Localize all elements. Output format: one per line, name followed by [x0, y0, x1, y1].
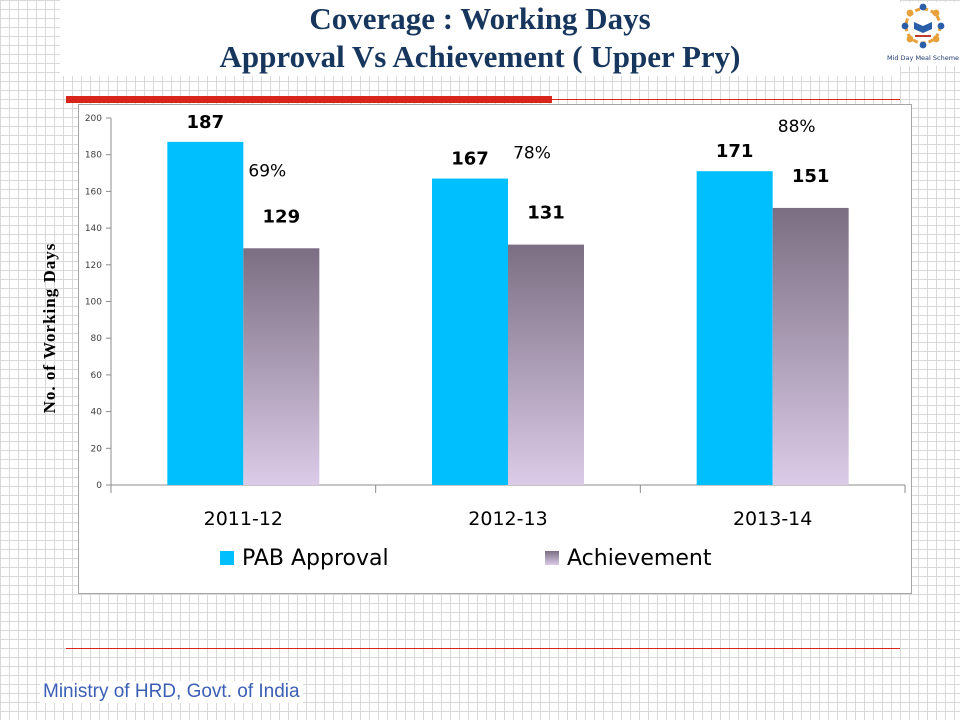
y-tick-label: 140: [85, 224, 102, 234]
y-axis-title: No. of Working Days: [40, 242, 59, 414]
y-tick-label: 40: [91, 408, 103, 418]
title-line-1: Coverage : Working Days: [309, 1, 651, 36]
slide-title: Coverage : Working Days Approval Vs Achi…: [60, 0, 900, 76]
y-tick-label: 0: [96, 481, 102, 491]
y-tick-label: 80: [91, 334, 103, 344]
data-label-achievement: 129: [263, 206, 301, 227]
y-tick-label: 160: [85, 187, 102, 197]
percent-label: 78%: [513, 144, 551, 164]
title-accent-bar: [66, 96, 552, 103]
legend-label-achievement: Achievement: [567, 546, 712, 571]
category-label: 2012-13: [468, 508, 547, 530]
data-label-pab: 171: [716, 141, 754, 162]
bar-pab-approval: [432, 178, 508, 485]
percent-label: 69%: [248, 161, 286, 181]
mid-day-meal-logo: Mid Day Meal Scheme: [886, 2, 960, 66]
percent-label: 88%: [778, 117, 816, 137]
logo-caption: Mid Day Meal Scheme: [886, 54, 960, 62]
data-label-achievement: 151: [792, 166, 830, 187]
category-label: 2011-12: [204, 508, 283, 530]
bar-achievement: [772, 207, 849, 485]
footer-text: Ministry of HRD, Govt. of India: [40, 681, 303, 703]
bar-achievement: [508, 244, 584, 485]
y-tick-label: 100: [85, 298, 102, 308]
y-tick-label: 60: [91, 371, 103, 381]
logo-emblem-icon: [901, 3, 945, 49]
bar-achievement: [243, 248, 320, 485]
legend-swatch-pab: [220, 551, 234, 565]
title-accent-line: [552, 99, 900, 100]
legend-swatch-achievement: [545, 551, 559, 565]
legend-label-pab: PAB Approval: [242, 546, 389, 571]
title-line-2: Approval Vs Achievement ( Upper Pry): [219, 39, 741, 74]
bar-pab-approval: [696, 171, 773, 485]
y-tick-label: 180: [85, 151, 102, 161]
y-tick-label: 120: [85, 261, 102, 271]
chart-frame: 0 20 40 60 80 100 120 140 160 180 200 187 129 69% 2011…: [78, 104, 912, 594]
bar-pab-approval: [167, 141, 244, 486]
data-label-achievement: 131: [527, 203, 565, 224]
data-label-pab: 187: [187, 112, 225, 133]
category-label: 2013-14: [733, 508, 812, 530]
bar-chart: 0 20 40 60 80 100 120 140 160 180 200 187 129 69% 2011…: [85, 112, 906, 571]
y-tick-label: 20: [91, 444, 103, 454]
data-label-pab: 167: [451, 149, 489, 170]
footer-divider: [66, 648, 900, 649]
y-tick-label: 200: [85, 114, 102, 124]
